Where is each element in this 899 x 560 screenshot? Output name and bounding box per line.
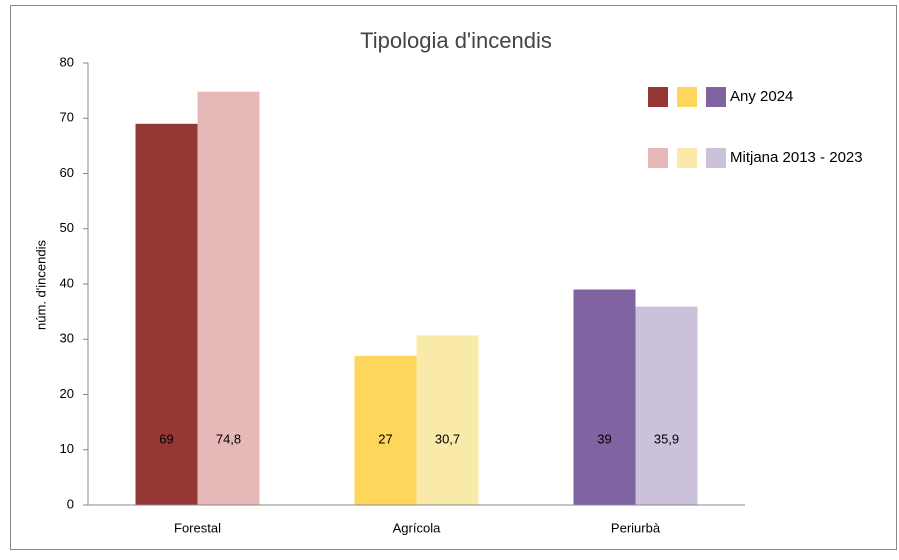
- data-label: 74,8: [216, 431, 241, 446]
- y-tick-label: 80: [60, 54, 74, 69]
- y-tick-label: 0: [67, 496, 74, 511]
- data-label: 69: [159, 431, 173, 446]
- legend-swatch: [706, 148, 726, 168]
- legend-swatch: [648, 148, 668, 168]
- bar: [573, 289, 636, 505]
- data-label: 27: [378, 431, 392, 446]
- y-tick-label: 40: [60, 275, 74, 290]
- bar: [354, 355, 417, 505]
- legend-swatch: [677, 87, 697, 107]
- chart-title: Tipologia d'incendis: [360, 28, 552, 53]
- y-tick-label: 10: [60, 441, 74, 456]
- bar: [197, 91, 260, 505]
- y-tick-label: 50: [60, 220, 74, 235]
- y-tick-label: 20: [60, 386, 74, 401]
- legend-swatch: [648, 87, 668, 107]
- y-axis-label: núm. d'incendis: [33, 240, 48, 330]
- legend-swatch: [706, 87, 726, 107]
- x-tick-label: Forestal: [174, 520, 221, 535]
- x-tick-label: Periurbà: [611, 520, 661, 535]
- y-tick-label: 70: [60, 110, 74, 125]
- legend-label: Mitjana 2013 - 2023: [730, 149, 863, 166]
- data-label: 39: [597, 431, 611, 446]
- legend-label: Any 2024: [730, 88, 793, 105]
- data-label: 30,7: [435, 431, 460, 446]
- legend-swatch: [677, 148, 697, 168]
- x-tick-label: Agrícola: [393, 520, 441, 535]
- bar: [135, 123, 198, 506]
- data-label: 35,9: [654, 431, 679, 446]
- y-tick-label: 60: [60, 165, 74, 180]
- bar: [416, 335, 479, 505]
- y-tick-label: 30: [60, 331, 74, 346]
- bar: [635, 306, 698, 505]
